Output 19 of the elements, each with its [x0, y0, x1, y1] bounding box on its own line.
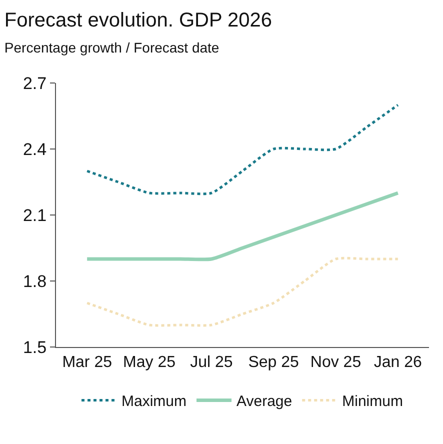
legend-label: Minimum — [342, 393, 403, 410]
y-tick-label: 1.8 — [22, 272, 47, 291]
line-series — [86, 104, 400, 196]
chart-subtitle: Percentage growth / Forecast date — [4, 40, 220, 56]
x-tick-label: Nov 25 — [310, 354, 362, 372]
x-tick-label: Sep 25 — [248, 354, 300, 372]
legend-label: Average — [236, 393, 292, 410]
x-tick-label: Jul 25 — [190, 354, 233, 372]
x-tick-label: May 25 — [123, 354, 176, 372]
x-tick-label: Jan 26 — [374, 354, 422, 372]
legend-label: Maximum — [122, 393, 187, 410]
y-tick-label: 2.4 — [22, 140, 47, 159]
line-series — [86, 256, 400, 327]
y-tick-label: 2.7 — [22, 74, 47, 93]
chart-title: Forecast evolution. GDP 2026 — [4, 10, 272, 32]
y-tick-label: 1.5 — [22, 338, 47, 357]
y-tick-label: 2.1 — [22, 206, 47, 225]
line-series — [85, 191, 400, 262]
x-tick-label: Mar 25 — [62, 354, 112, 372]
